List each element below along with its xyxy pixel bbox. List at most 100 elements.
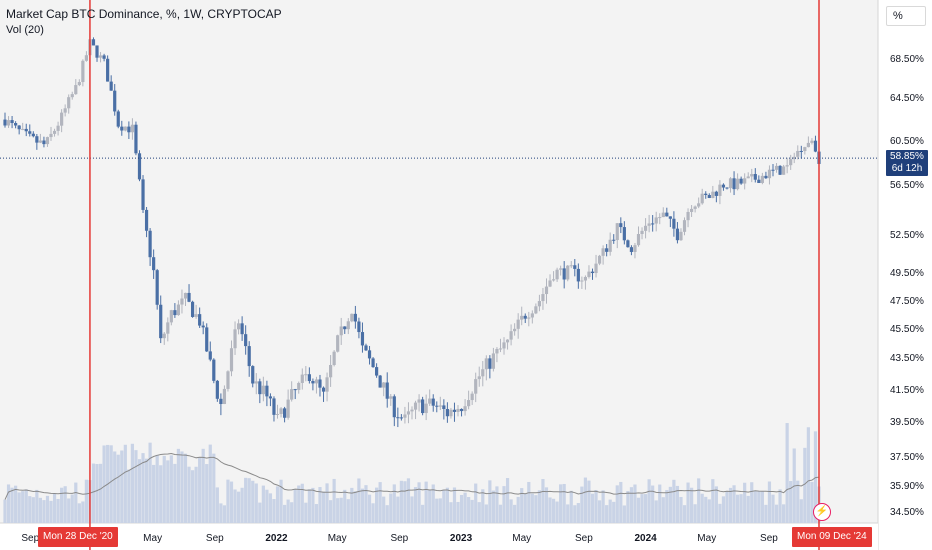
candle-body	[799, 150, 803, 152]
volume-bar	[279, 479, 283, 523]
volume-bar	[286, 499, 290, 523]
candle-body	[569, 265, 573, 267]
volume-bar	[668, 486, 672, 523]
candle-body	[782, 166, 786, 175]
y-tick-label: 34.50%	[890, 507, 924, 518]
volume-indicator-label[interactable]: Vol (20)	[6, 24, 44, 36]
y-tick-label: 64.50%	[890, 93, 924, 104]
volume-bar	[353, 491, 357, 523]
candle-body	[290, 389, 294, 400]
volume-bar	[704, 496, 708, 523]
percent-scale-button[interactable]: %	[886, 6, 926, 26]
volume-bar	[382, 496, 386, 523]
volume-bar	[10, 487, 14, 523]
volume-bar	[682, 505, 687, 523]
candle-body	[668, 216, 672, 219]
candle-body	[293, 389, 297, 391]
y-tick-label: 56.50%	[890, 180, 924, 191]
candle-body	[244, 334, 248, 347]
volume-bar	[718, 503, 722, 523]
volume-bar	[555, 501, 559, 523]
y-tick-label: 37.50%	[890, 452, 924, 463]
volume-bar	[789, 481, 793, 523]
volume-bar	[123, 444, 127, 523]
volume-bar	[693, 504, 697, 523]
volume-bar	[753, 490, 757, 523]
volume-bar	[757, 491, 761, 523]
volume-bar	[626, 491, 630, 523]
candle-body	[205, 327, 209, 352]
volume-bar	[392, 484, 396, 523]
candle-body	[63, 108, 67, 113]
candle-body	[212, 359, 216, 381]
candle-body	[753, 174, 757, 180]
volume-bar	[665, 490, 669, 523]
candle-body	[70, 94, 74, 98]
volume-bar	[424, 481, 428, 523]
candle-body	[74, 85, 78, 95]
candle-body	[813, 140, 818, 152]
candle-body	[173, 310, 177, 316]
volume-bar	[484, 504, 488, 523]
candle-body	[222, 388, 227, 405]
candle-body	[718, 184, 722, 196]
volume-bar	[52, 493, 57, 523]
candle-body	[346, 321, 350, 330]
time-axis	[0, 523, 878, 550]
volume-bar	[534, 495, 538, 523]
candle-body	[399, 417, 403, 419]
volume-bar	[806, 427, 810, 523]
candle-body	[268, 396, 273, 399]
volume-bar	[597, 500, 602, 523]
volume-bar	[127, 469, 131, 523]
volume-bar	[385, 505, 389, 523]
candle-body	[169, 310, 173, 323]
candle-body	[597, 255, 602, 264]
current-price-value: 58.85%	[890, 151, 924, 162]
candle-body	[643, 225, 648, 231]
volume-bar	[594, 490, 598, 523]
x-tick-label: May	[697, 533, 716, 544]
volume-bar	[236, 491, 241, 523]
volume-bar	[378, 482, 382, 523]
lightning-icon[interactable]: ⚡	[813, 503, 831, 521]
volume-bar	[771, 494, 775, 523]
candle-body	[509, 331, 513, 340]
volume-bar	[45, 495, 50, 523]
candle-body	[771, 169, 775, 171]
volume-bar	[42, 500, 46, 523]
candle-body	[49, 133, 53, 138]
candle-body	[42, 140, 46, 145]
candle-body	[463, 406, 467, 412]
volume-bar	[615, 485, 619, 523]
volume-bar	[502, 486, 506, 523]
volume-bar	[442, 489, 446, 523]
volume-bar	[247, 478, 251, 523]
volume-bar	[98, 463, 103, 523]
candle-body	[576, 268, 580, 282]
candle-body	[750, 174, 754, 177]
candle-body	[240, 323, 244, 335]
volume-bar	[396, 496, 400, 523]
candle-body	[375, 367, 379, 376]
volume-bar	[166, 460, 170, 523]
candle-body	[647, 223, 651, 226]
volume-bar	[222, 505, 227, 523]
candle-body	[523, 315, 527, 319]
volume-bar	[601, 490, 605, 523]
volume-bar	[743, 482, 747, 523]
candle-body	[555, 269, 559, 280]
candle-body	[693, 206, 697, 209]
candle-body	[417, 399, 421, 403]
candle-body	[520, 315, 524, 320]
candle-body	[261, 385, 265, 395]
volume-bar	[275, 486, 280, 523]
x-tick-label: Sep	[206, 533, 224, 544]
candle-body	[229, 348, 234, 372]
volume-bar	[551, 498, 556, 523]
candle-body	[14, 123, 18, 126]
candle-body	[640, 230, 644, 235]
volume-bar	[198, 457, 202, 523]
volume-bar	[212, 453, 216, 523]
